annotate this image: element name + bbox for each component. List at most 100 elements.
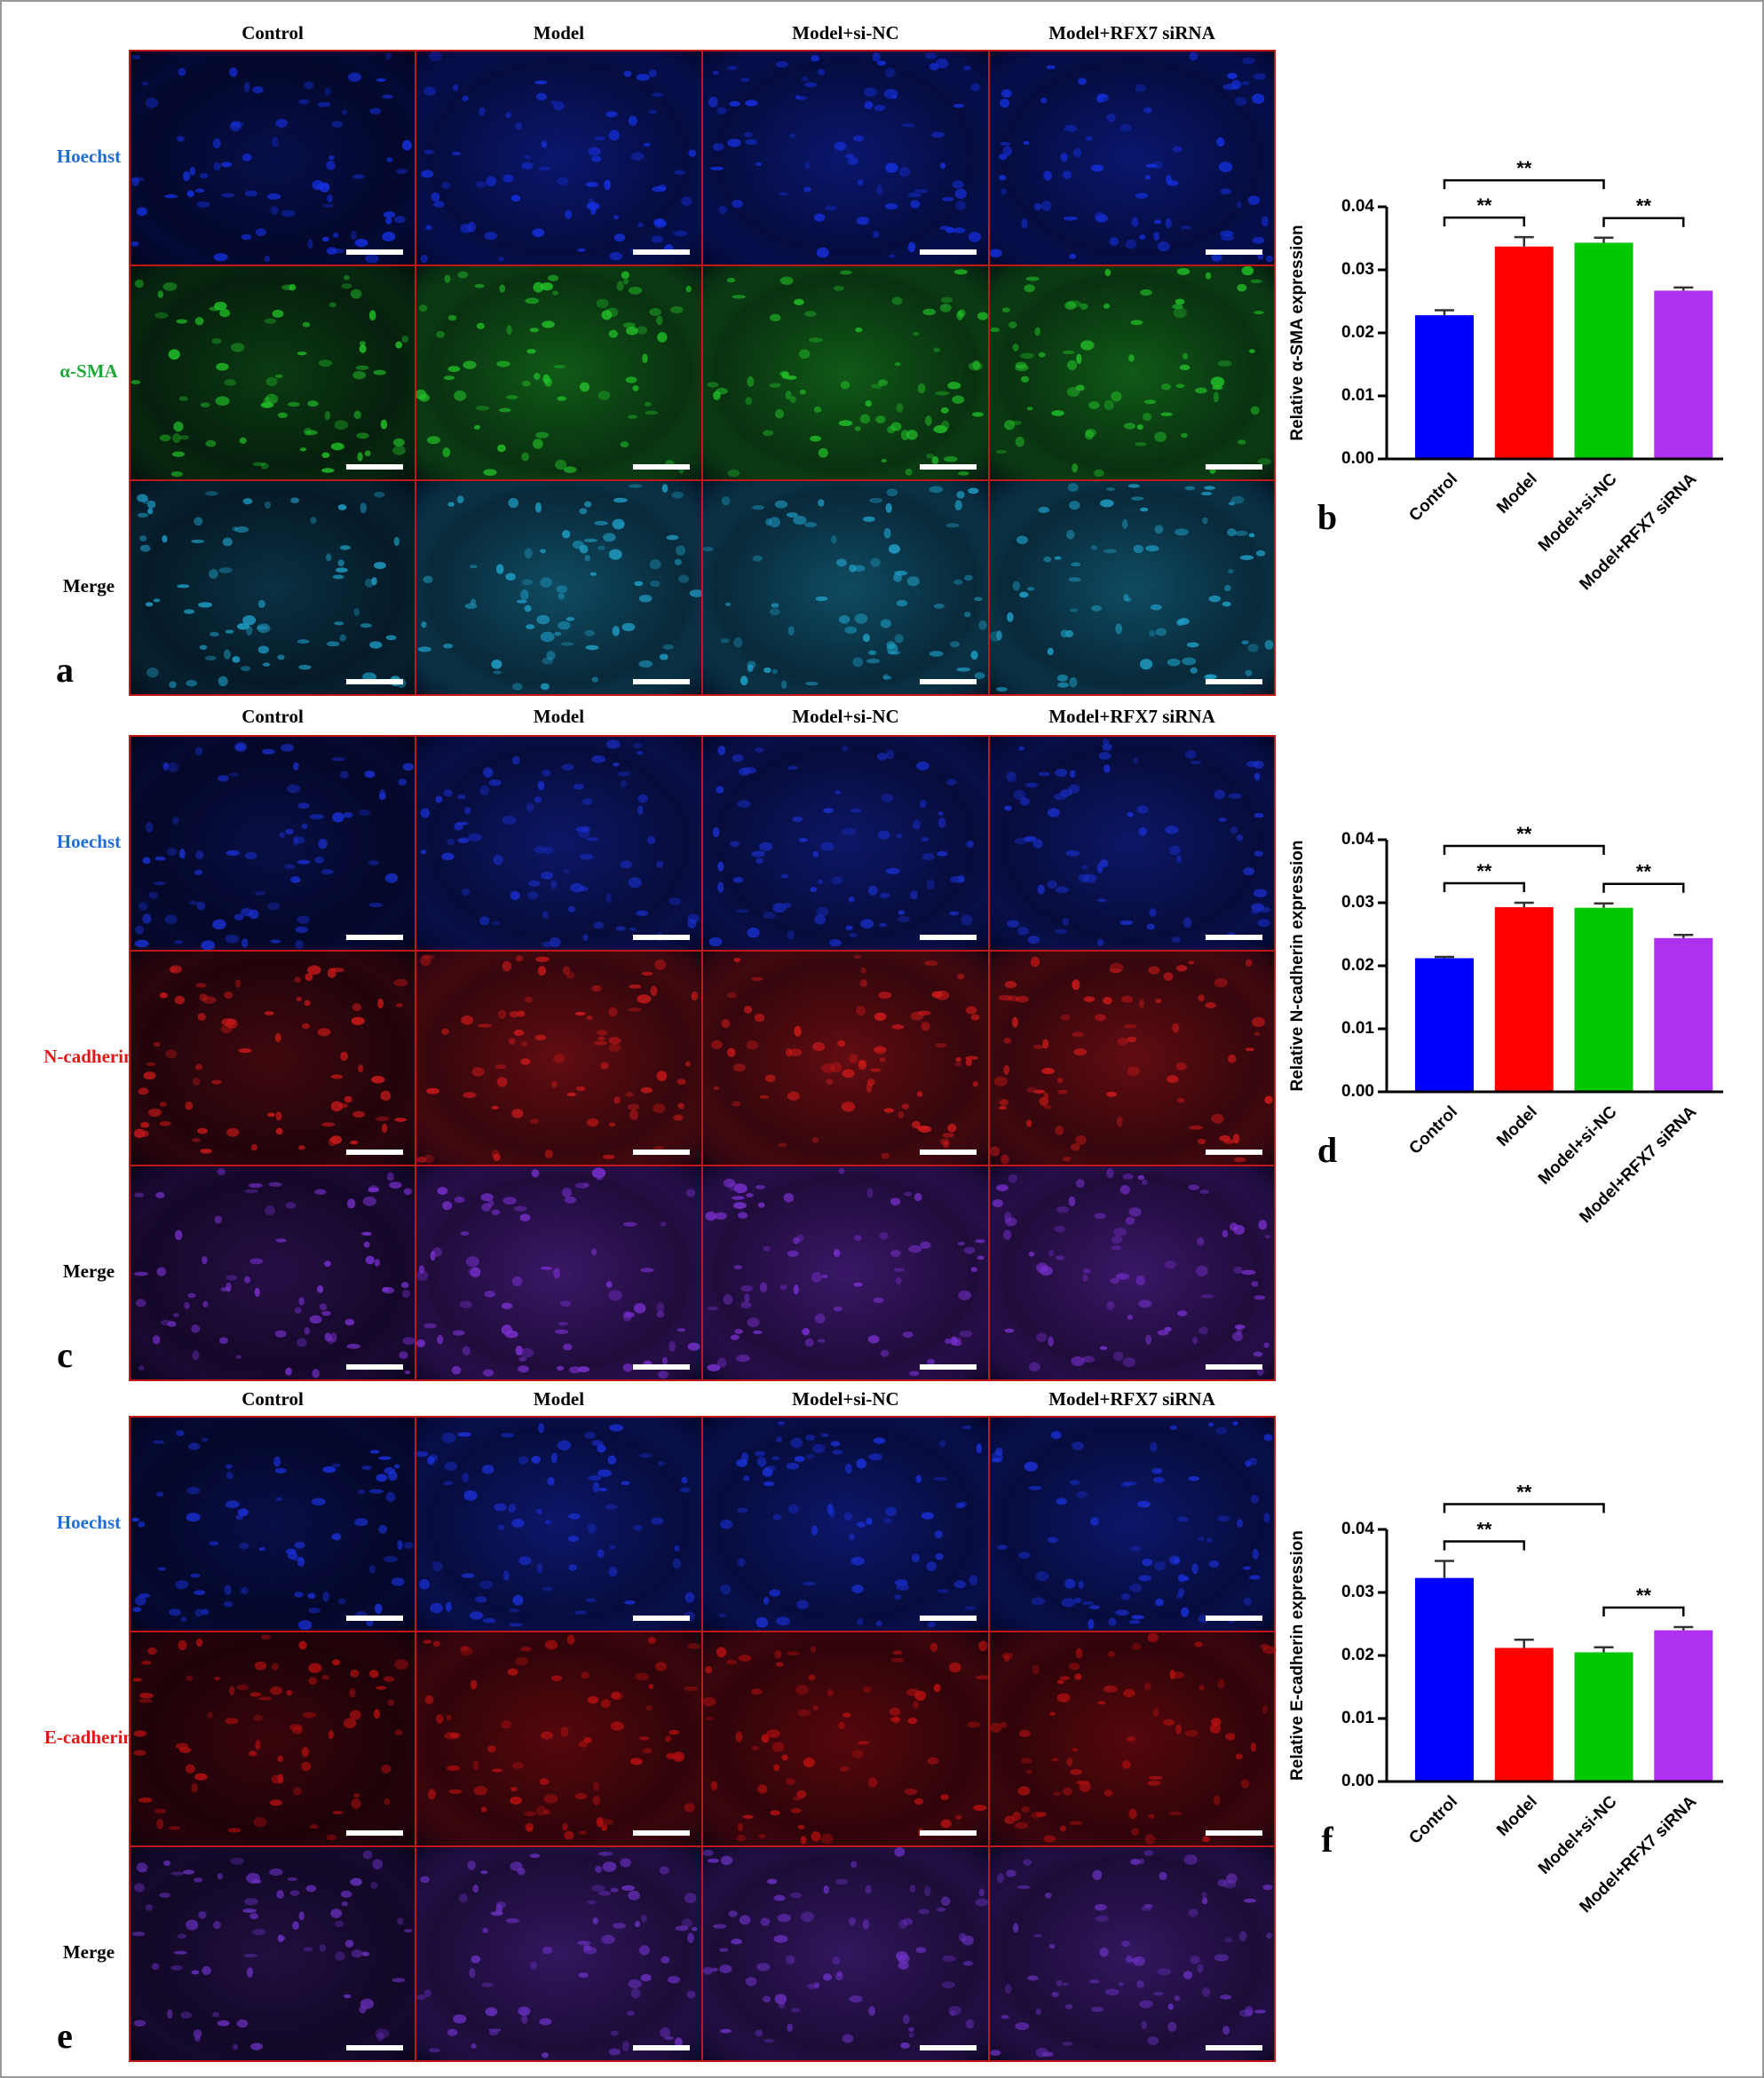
cell <box>1024 835 1037 842</box>
cell <box>364 450 371 457</box>
cell <box>1033 1933 1042 1938</box>
cell <box>870 557 881 567</box>
cell <box>1041 1067 1055 1075</box>
cell <box>733 1265 743 1269</box>
cell <box>173 1313 179 1317</box>
cell <box>385 1491 396 1502</box>
cell <box>478 1023 492 1028</box>
cell <box>613 1096 621 1104</box>
cell <box>859 414 871 424</box>
cell <box>173 1950 187 1955</box>
cell <box>788 133 796 138</box>
cell <box>769 517 780 528</box>
cell <box>229 1686 235 1696</box>
cell <box>681 196 692 206</box>
cell <box>419 955 431 967</box>
cell <box>1088 401 1100 409</box>
cell <box>821 1063 835 1073</box>
cell <box>958 309 966 318</box>
cell <box>1062 350 1075 355</box>
cell <box>566 617 575 621</box>
cell <box>217 1168 225 1175</box>
cell <box>588 1475 602 1481</box>
cell <box>875 415 886 423</box>
cell <box>874 1046 887 1055</box>
cell <box>454 1197 465 1204</box>
cell <box>716 107 727 115</box>
cell <box>578 1741 588 1748</box>
cell <box>702 547 714 552</box>
cell <box>433 201 445 208</box>
micrograph <box>415 950 703 1166</box>
cell <box>589 572 597 576</box>
cell <box>1183 1854 1198 1865</box>
cell <box>781 1754 788 1761</box>
cell <box>508 1038 516 1045</box>
cell <box>460 1647 473 1656</box>
cell <box>597 1548 605 1559</box>
significance-bracket <box>1443 844 1605 855</box>
cell <box>495 1901 506 1908</box>
cell <box>1175 965 1188 972</box>
cell <box>1238 1931 1247 1942</box>
cell <box>476 181 486 188</box>
cell <box>312 180 324 191</box>
significance-bracket <box>1443 178 1605 190</box>
cell <box>1108 1617 1117 1626</box>
cell <box>852 565 866 572</box>
cell <box>1126 597 1132 602</box>
cell <box>929 486 944 494</box>
cell <box>599 1818 613 1826</box>
cell <box>437 1334 444 1345</box>
cell <box>594 520 609 525</box>
cell <box>1154 219 1162 225</box>
cell <box>346 1198 356 1209</box>
cell <box>347 72 362 83</box>
cell <box>249 909 259 920</box>
cell <box>802 1581 817 1586</box>
cell <box>660 1221 667 1227</box>
cell <box>948 1662 961 1673</box>
cell <box>613 762 620 767</box>
cell <box>718 1613 726 1618</box>
cell <box>998 1105 1008 1110</box>
cell <box>225 849 241 857</box>
cell <box>332 1810 344 1814</box>
cell <box>423 575 433 584</box>
cell <box>752 555 763 562</box>
cell <box>138 1693 154 1699</box>
cell <box>1125 239 1137 249</box>
cell <box>511 1762 524 1769</box>
cell <box>341 283 352 289</box>
cell <box>331 757 346 762</box>
cell <box>1088 1605 1100 1609</box>
cell <box>531 1168 540 1178</box>
micrograph <box>988 950 1276 1166</box>
cell <box>517 1010 526 1017</box>
cell <box>1197 1138 1206 1145</box>
cell <box>1230 826 1238 834</box>
cell <box>443 789 453 797</box>
cell <box>736 1355 750 1363</box>
micrograph <box>129 1416 416 1632</box>
cell <box>184 1301 190 1309</box>
cell <box>138 1087 149 1095</box>
cell <box>419 1579 431 1590</box>
cell <box>383 1555 398 1563</box>
significance-bracket <box>1602 1606 1685 1617</box>
cell <box>352 1003 362 1012</box>
cell <box>888 544 901 554</box>
cell <box>1154 431 1167 442</box>
cell <box>292 1726 303 1734</box>
cell <box>600 1062 609 1070</box>
cell <box>711 1039 723 1050</box>
cell <box>1038 352 1046 358</box>
cell <box>938 1440 946 1448</box>
cell <box>1175 1724 1182 1734</box>
cell <box>353 410 361 420</box>
cell <box>275 1127 283 1135</box>
cell <box>418 393 430 402</box>
panel-letter: f <box>1321 1820 1333 1860</box>
cell <box>153 598 161 603</box>
cell <box>331 121 344 128</box>
